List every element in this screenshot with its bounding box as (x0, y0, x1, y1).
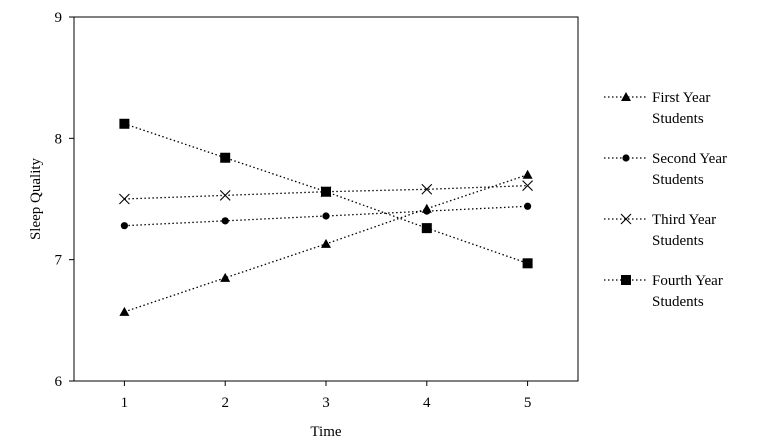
data-point-marker (321, 186, 331, 197)
data-point-marker (421, 223, 432, 234)
data-point-marker (119, 193, 130, 205)
legend-marker (621, 275, 631, 285)
x-tick-label: 1 (121, 395, 129, 411)
data-point-marker (119, 306, 130, 316)
x-tick-label: 4 (423, 395, 431, 411)
data-point-marker (321, 238, 331, 248)
data-point-marker (421, 183, 433, 195)
series-2 (120, 202, 532, 230)
y-tick-label: 8 (55, 131, 63, 147)
x-tick-label: 2 (221, 395, 229, 411)
x-tick-label: 3 (322, 395, 330, 411)
legend-marker (621, 92, 631, 101)
legend-item: First Year Students (604, 90, 710, 127)
x-tick-label: 5 (524, 395, 532, 411)
plot-area (73, 16, 579, 382)
legend-marker (620, 213, 632, 225)
legend: First Year Students Second Year Students Thi… (604, 90, 727, 310)
y-tick-label: 7 (55, 253, 63, 269)
data-point-marker (119, 118, 130, 129)
legend-label: Second Year Students (652, 151, 727, 188)
legend-label: Third Year Students (652, 212, 716, 249)
x-axis-ticks: 1 2 3 4 5 (121, 381, 532, 411)
data-point-marker (522, 258, 533, 269)
data-point-marker (522, 180, 533, 192)
data-point-marker (221, 217, 229, 225)
data-point-marker (220, 152, 231, 163)
data-point-marker (524, 202, 532, 210)
x-axis-label: Time (310, 424, 341, 440)
data-point-marker (219, 189, 231, 201)
legend-item: Fourth Year Students (604, 273, 723, 310)
legend-item: Second Year Students (604, 151, 727, 188)
series-line (124, 205, 528, 227)
series-4 (119, 118, 533, 269)
y-axis-ticks: 6 7 8 9 (55, 10, 74, 390)
legend-marker (622, 154, 630, 162)
y-tick-label: 6 (55, 374, 63, 390)
y-axis-label: Sleep Quality (28, 157, 44, 240)
data-point-marker (423, 207, 431, 215)
series-layer (119, 118, 533, 316)
legend-label: First Year Students (652, 90, 710, 127)
y-tick-label: 9 (55, 10, 63, 26)
data-point-marker (522, 169, 533, 179)
data-point-marker (120, 222, 128, 230)
data-point-marker (220, 272, 231, 282)
data-point-marker (322, 212, 330, 220)
legend-label: Fourth Year Students (652, 273, 723, 310)
legend-item: Third Year Students (604, 212, 716, 249)
series-line (124, 185, 528, 200)
